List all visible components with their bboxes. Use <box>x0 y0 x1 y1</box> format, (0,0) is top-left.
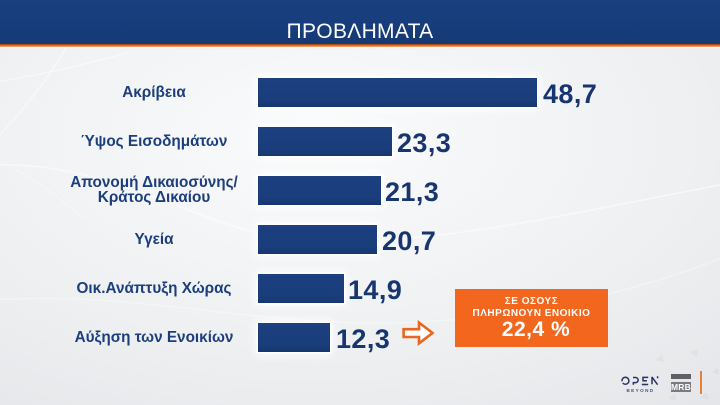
svg-text:BEYOND: BEYOND <box>626 388 654 393</box>
